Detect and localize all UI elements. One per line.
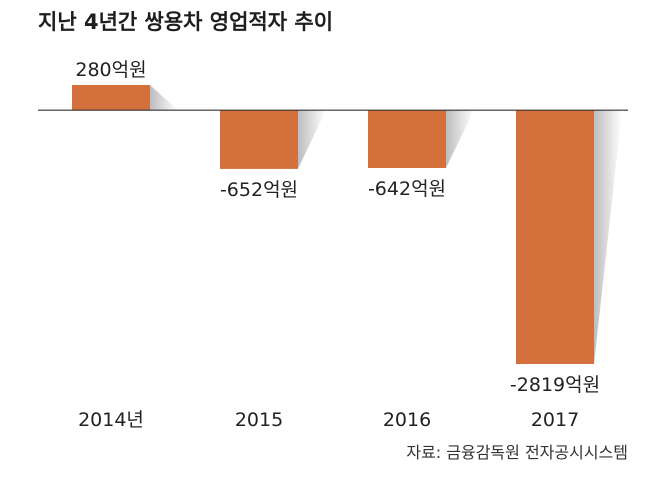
bar-2016 [368,110,446,169]
bar-shadows [150,85,622,364]
bar-shadow-2014 [150,85,178,111]
data-label-2014: 280억원 [75,59,146,81]
bar-2015 [220,110,298,169]
data-label-2015: -652억원 [220,179,298,201]
bar-shadow-2015 [298,110,326,169]
bar-2017 [516,110,594,364]
data-label-2017: -2819억원 [510,374,600,396]
x-label-2017: 2017 [531,409,579,431]
bar-shadow-2017 [594,110,622,364]
data-labels: 280억원 -652억원 -642억원 -2819억원 [75,59,600,396]
source-note: 자료: 금융감독원 전자공시시스템 [406,443,628,462]
x-label-2015: 2015 [235,409,283,431]
x-axis-labels: 2014년 2015 2016 2017 [78,409,579,431]
bar-shadow-2016 [446,110,474,169]
x-label-2014: 2014년 [78,409,144,431]
bars [72,85,594,364]
data-label-2016: -642억원 [368,178,446,200]
x-label-2016: 2016 [383,409,431,431]
chart-title: 지난 4년간 쌍용차 영업적자 추이 [38,10,333,34]
bar-2014 [72,85,150,111]
